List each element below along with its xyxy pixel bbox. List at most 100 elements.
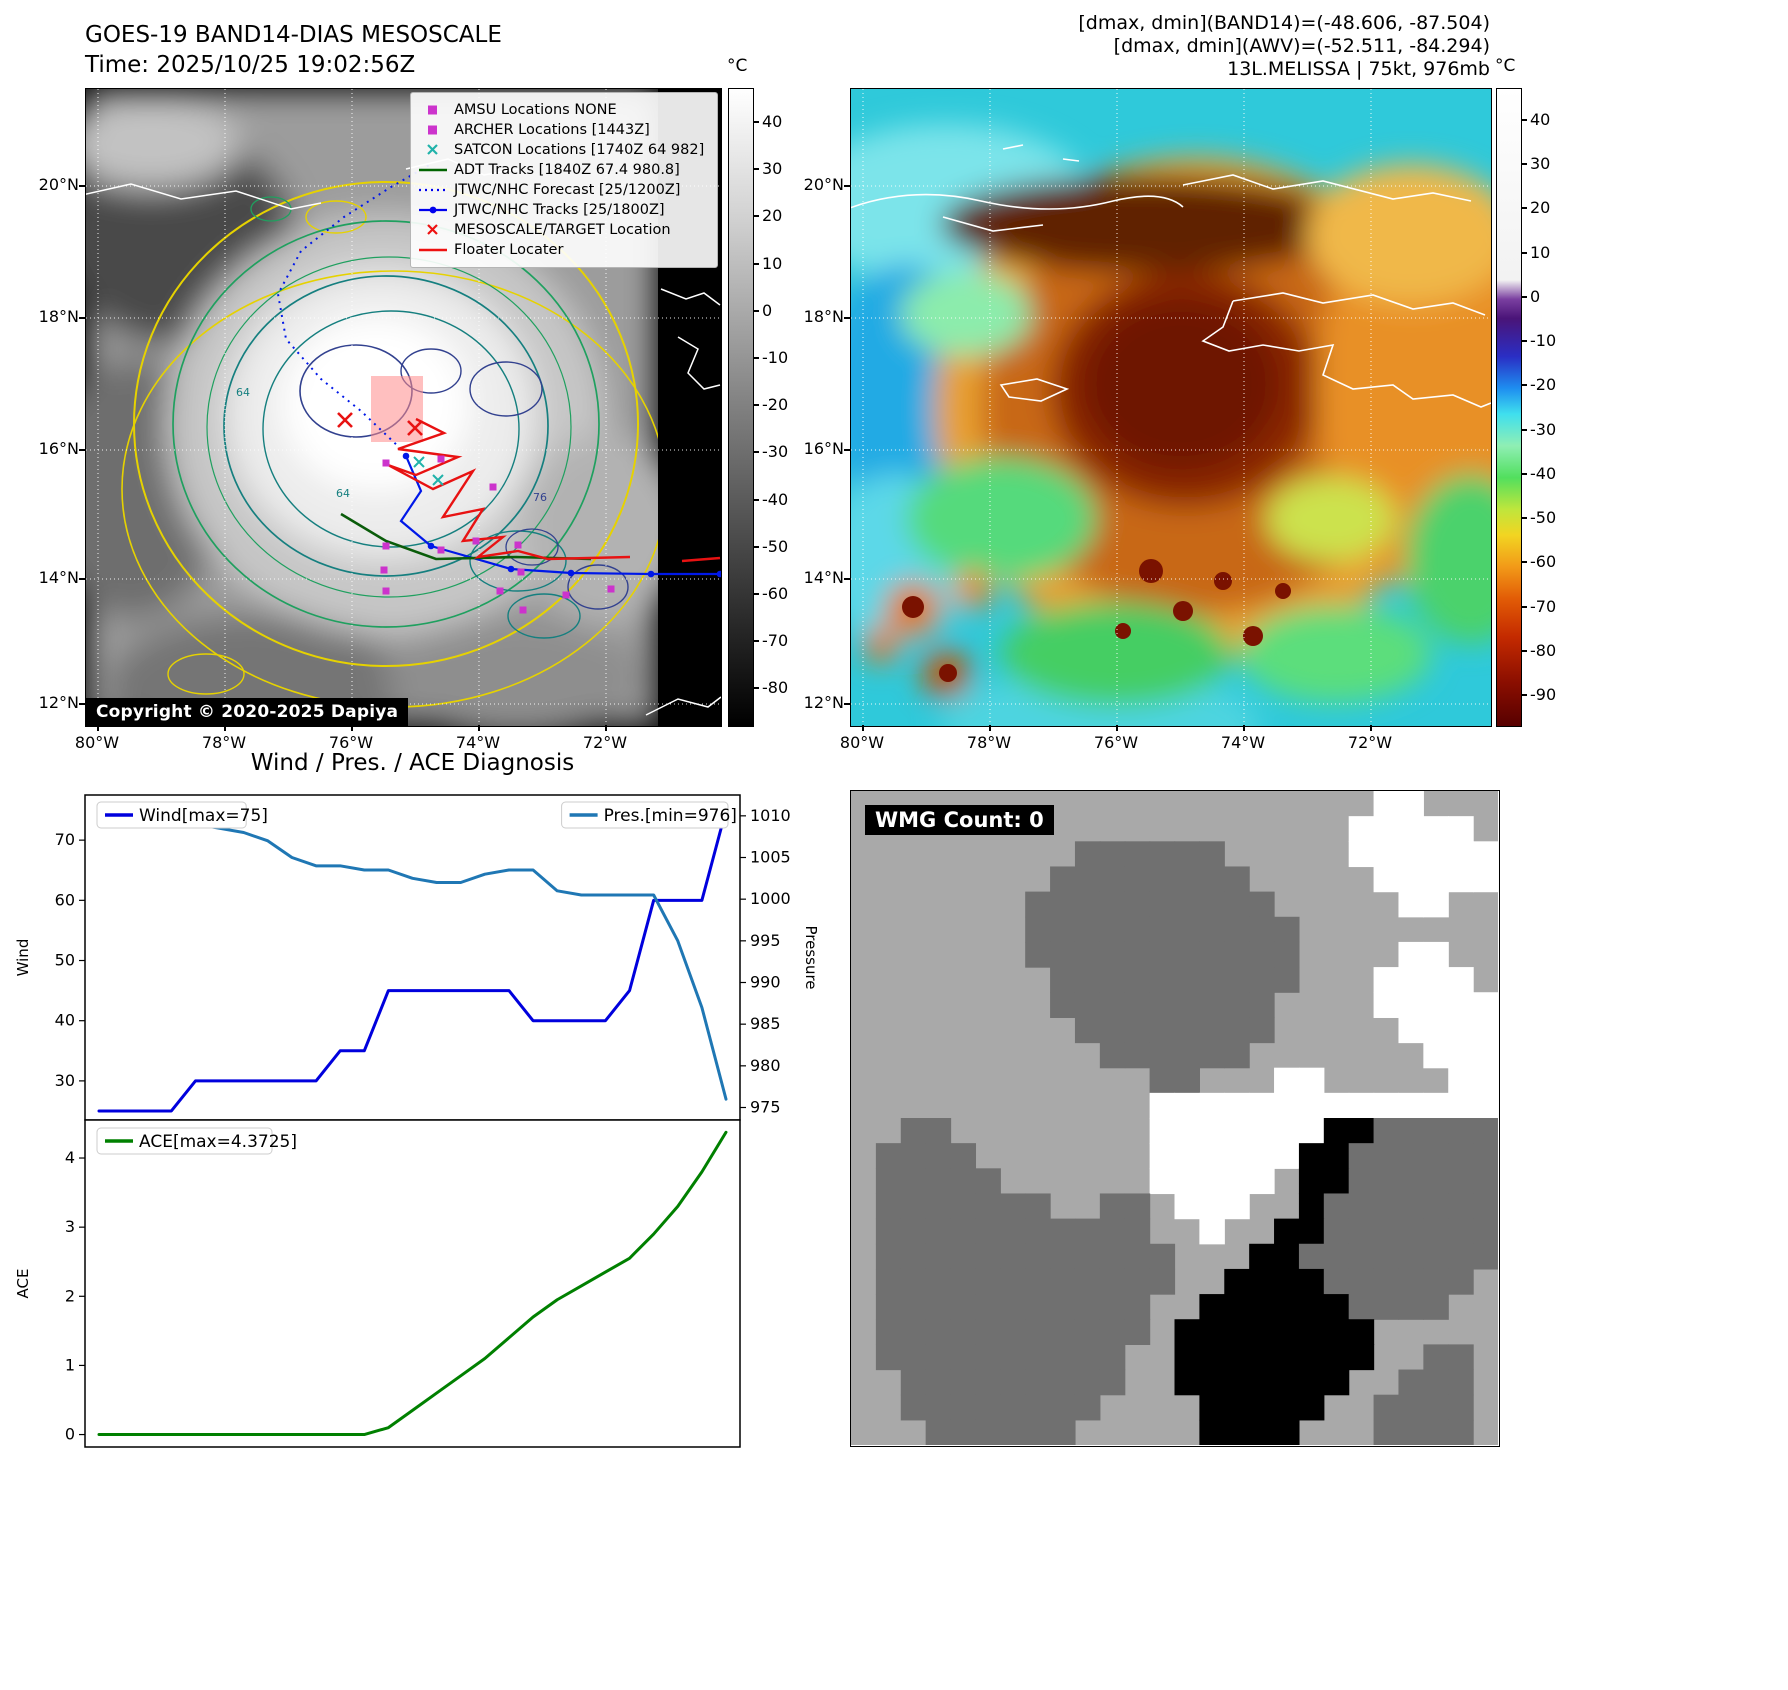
wmg-cell [1473, 866, 1498, 893]
y-tick-label: 2 [65, 1286, 75, 1305]
band14-time: Time: 2025/10/25 19:02:56Z [85, 52, 416, 78]
colorbar-tick-label: 0 [762, 300, 773, 320]
colorbar-tick [754, 356, 759, 359]
wmg-cell [1099, 1294, 1126, 1320]
wmg-cell [1124, 841, 1151, 868]
colorbar-tick-label: -70 [1530, 596, 1557, 616]
wmg-cell [1423, 891, 1449, 918]
wmg-cell [1050, 1319, 1076, 1345]
wmg-cell [950, 1218, 977, 1245]
axis-tick [1243, 725, 1245, 731]
wmg-cell [1074, 891, 1101, 918]
wmg-cell [975, 1319, 1001, 1345]
floater-track-segment [681, 556, 721, 563]
wmg-cell [1025, 941, 1051, 968]
wmg-cell [1099, 967, 1126, 993]
wmg-cell [1373, 791, 1400, 817]
axis-tick [351, 725, 353, 731]
wmg-cell [1274, 1092, 1300, 1119]
wmg-cell [875, 1294, 902, 1320]
wmg-cell [1025, 1218, 1051, 1245]
band14-title: GOES-19 BAND14-DIAS MESOSCALE [85, 22, 502, 48]
axis-tick [844, 185, 850, 187]
wmg-cell [1398, 1092, 1424, 1119]
lat-tick-label: 20°N [38, 175, 79, 194]
y-tick-label: 50 [55, 951, 75, 970]
wmg-cell [925, 1143, 952, 1169]
wmg-cell [1025, 1268, 1051, 1295]
wmg-panel: WMG Count: 0 [850, 790, 1500, 1447]
wmg-cell [1199, 1193, 1225, 1220]
wmg-cell [1448, 1118, 1474, 1144]
colorbar-tick-label: -60 [1530, 552, 1557, 572]
wmg-cell [1124, 941, 1151, 968]
colorbar-tick-label: 30 [762, 159, 783, 179]
colorbar-tick-label: -10 [762, 347, 789, 367]
wmg-cell [925, 1118, 952, 1144]
chart-legend-box [561, 801, 729, 829]
wmg-cell [1099, 916, 1126, 943]
colorbar-tick-label: -40 [762, 489, 789, 509]
wmg-cell [1074, 1369, 1101, 1396]
contour-labels: 64 64 76 [236, 386, 547, 504]
wmg-cell [1174, 1143, 1200, 1169]
wmg-cell [900, 1369, 927, 1396]
wmg-cell [1124, 992, 1151, 1018]
wmg-cell [1423, 1419, 1449, 1445]
lon-tick-label: 72°W [582, 733, 628, 752]
wmg-cell [1224, 1143, 1250, 1169]
wmg-cell [1050, 992, 1076, 1018]
wmg-cell [1224, 941, 1250, 968]
wmg-cell [1174, 1344, 1200, 1371]
chart-frame [84, 1119, 741, 1448]
x-marker-icon [427, 144, 438, 155]
wmg-cell [1025, 1344, 1051, 1371]
wmg-cell [925, 1243, 952, 1270]
wmg-cell [1074, 941, 1101, 968]
legend-item-label: AMSU Locations NONE [454, 102, 617, 118]
wmg-cell [1199, 891, 1225, 918]
wmg-cell [1398, 1294, 1424, 1320]
wmg-cell [1074, 992, 1101, 1018]
x-marker-icon [427, 224, 438, 235]
wmg-cell [1323, 1319, 1350, 1345]
wmg-cell [1298, 1243, 1325, 1270]
wmg-cell [1473, 1017, 1498, 1044]
wmg-cell [1249, 1017, 1275, 1044]
lat-tick-label: 20°N [803, 175, 844, 194]
wmg-cell [1025, 1319, 1051, 1345]
wmg-cell [900, 1193, 927, 1220]
wmg-cell [1099, 1243, 1126, 1270]
wmg-cell [1423, 866, 1449, 893]
wmg-cell [1473, 1067, 1498, 1094]
colorbar-tick [1522, 605, 1527, 608]
wmg-cell [1398, 841, 1424, 868]
wmg-cell [975, 1243, 1001, 1270]
storm-id-intensity: 13L.MELISSA | 75kt, 976mb [1227, 58, 1490, 80]
wmg-cell [1224, 1268, 1250, 1295]
wmg-cell [1423, 1369, 1449, 1396]
wmg-cell [975, 1419, 1001, 1445]
wmg-cell [1199, 967, 1225, 993]
wmg-cell [1373, 1092, 1400, 1119]
wmg-cell [1025, 1369, 1051, 1396]
wmg-cell [1423, 1017, 1449, 1044]
wmg-cell [1224, 1344, 1250, 1371]
colorbar-tick [1522, 295, 1527, 298]
band14-colorbar-unit: °C [727, 56, 748, 76]
wmg-cell [1448, 1394, 1474, 1421]
axis-tick [989, 725, 991, 731]
wmg-cell [900, 1394, 927, 1421]
colorbar-tick-label: -90 [1530, 685, 1557, 705]
wmg-cell [1373, 1193, 1400, 1220]
wmg-cell [950, 1319, 977, 1345]
wmg-cell [900, 1168, 927, 1195]
wmg-cell [1199, 1294, 1225, 1320]
wmg-cell [1274, 1143, 1300, 1169]
wmg-cell [900, 1143, 927, 1169]
archer-amsu-markers [380, 455, 615, 614]
coastlines [851, 144, 1491, 408]
wmg-cell [1174, 1319, 1200, 1345]
axis-tick [844, 703, 850, 705]
colorbar-tick [754, 451, 759, 454]
